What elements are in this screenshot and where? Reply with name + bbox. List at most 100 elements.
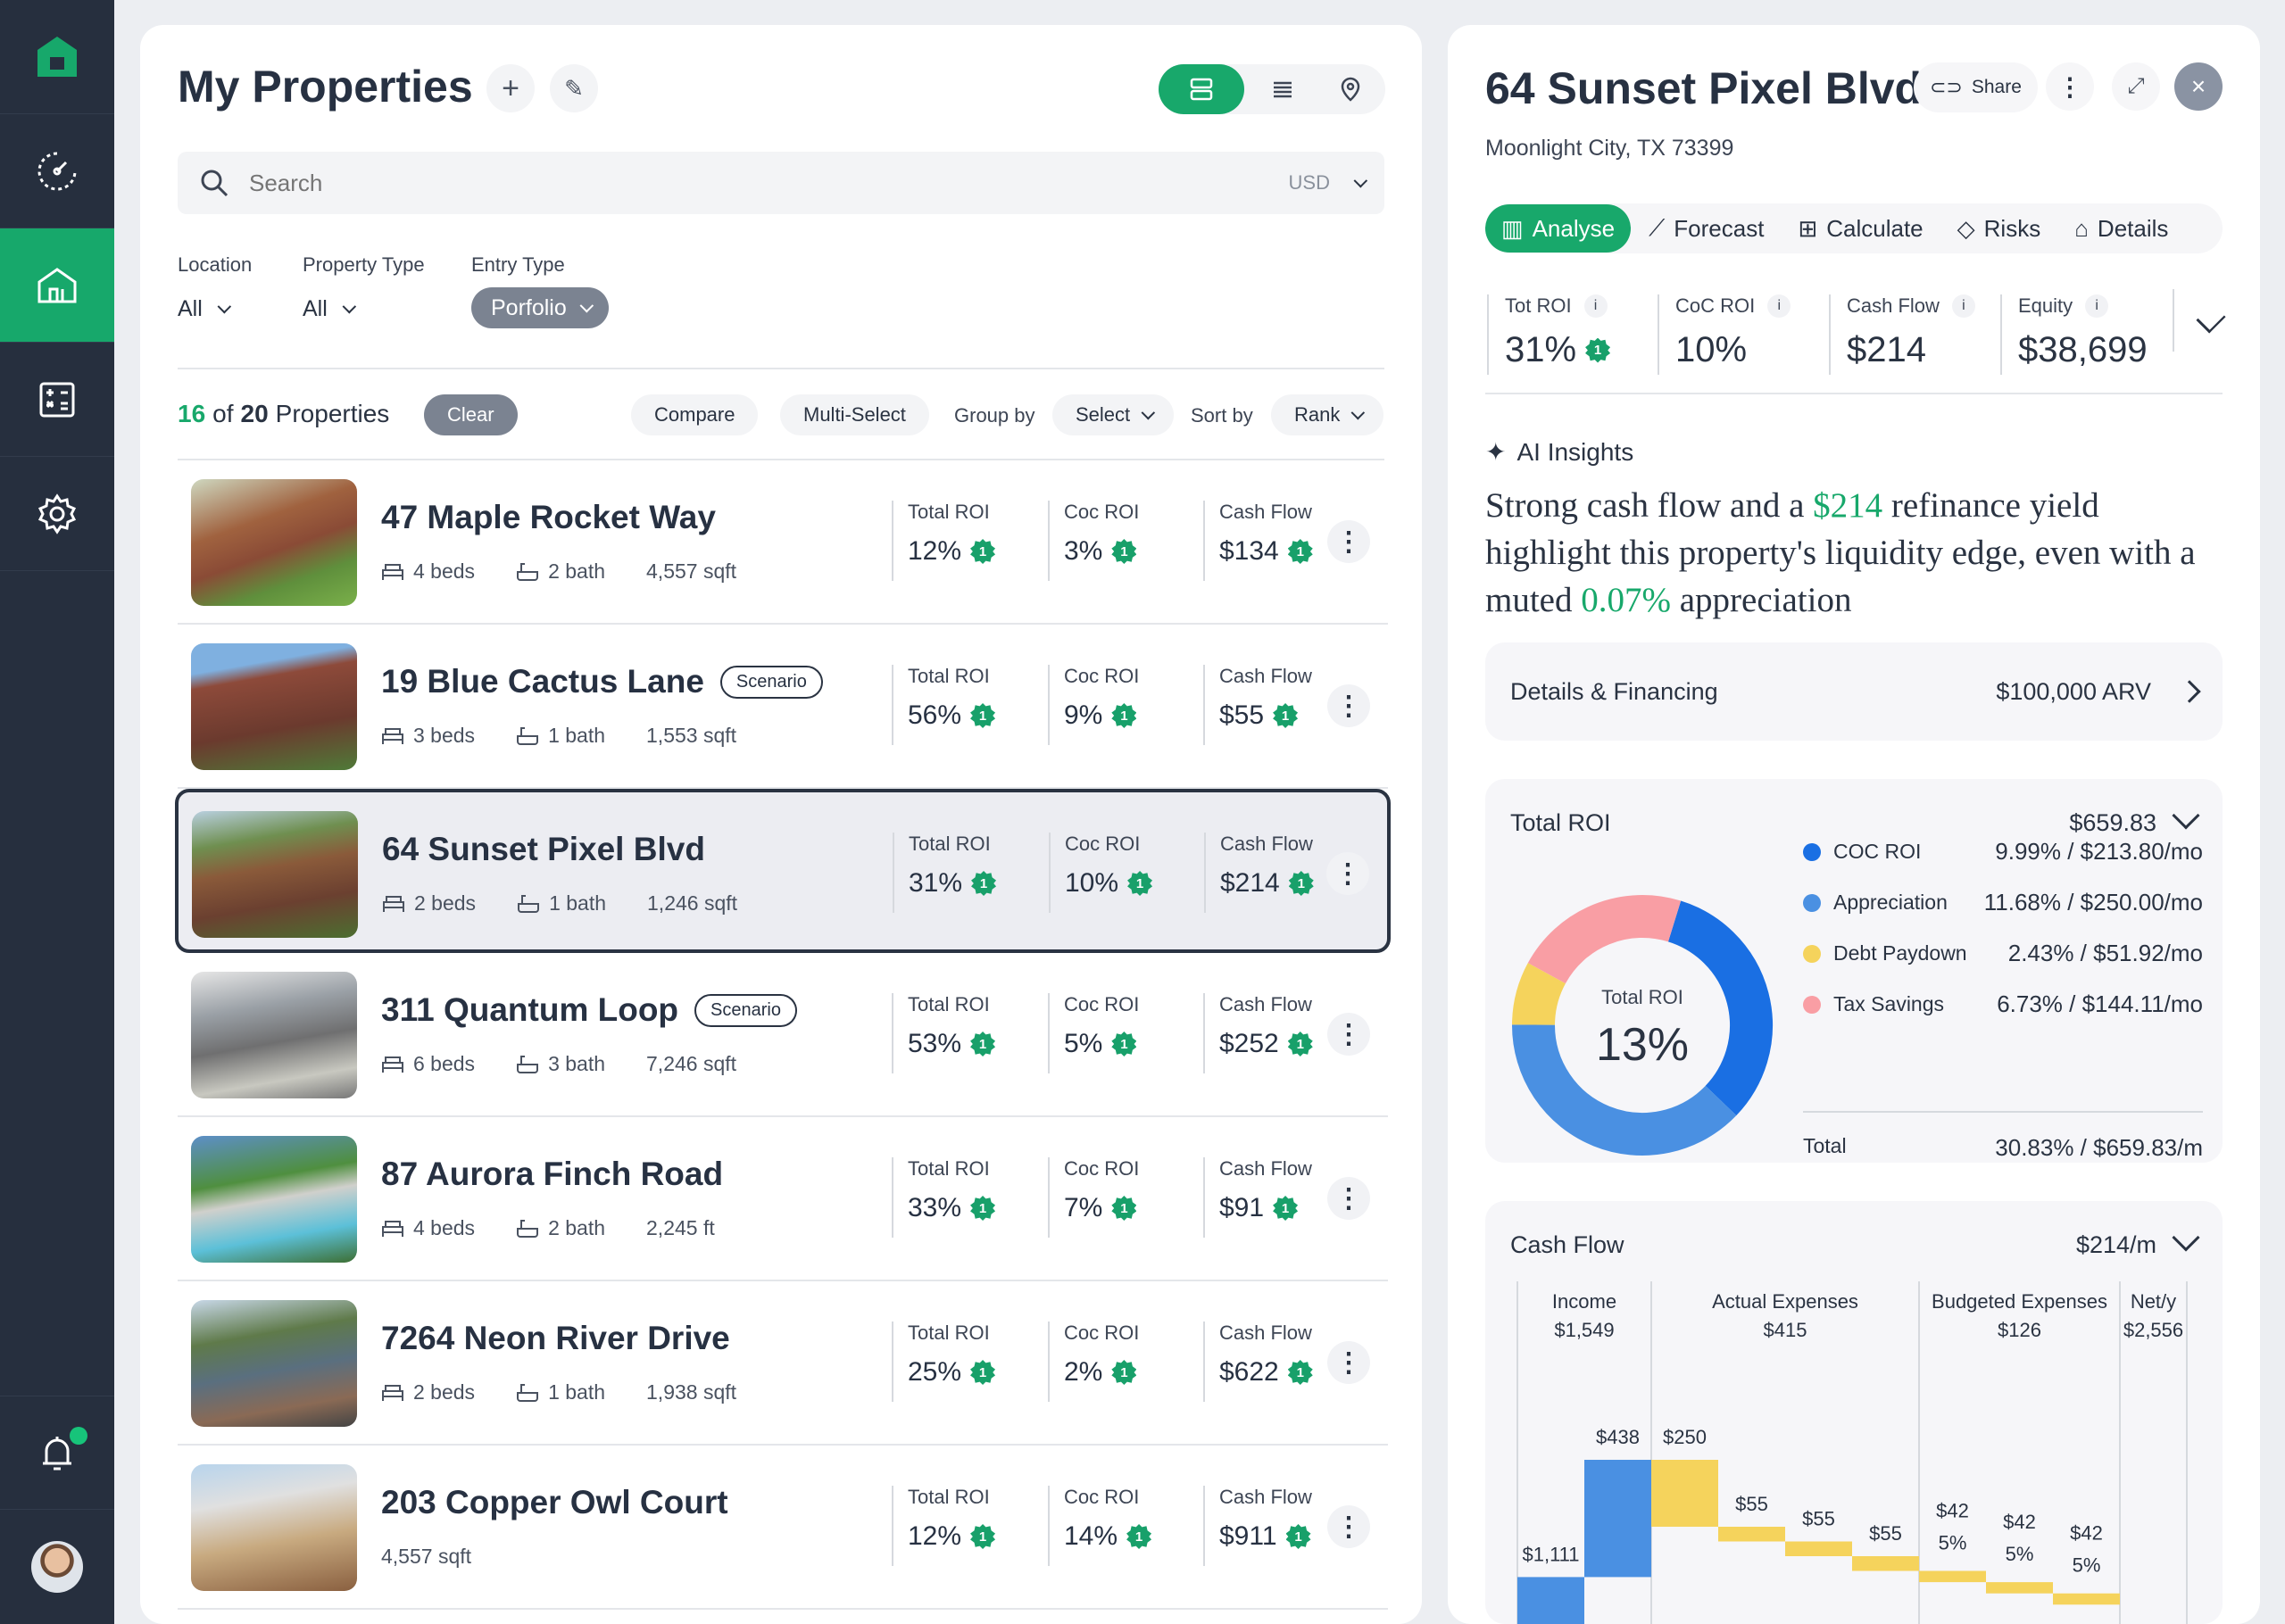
group-label: Net/y xyxy=(2131,1290,2176,1313)
edit-button[interactable]: ✎ xyxy=(550,64,598,112)
more-options-button[interactable]: ⋮ xyxy=(1327,1505,1370,1548)
speedometer-icon xyxy=(37,152,77,190)
legend-value: 2.43% / $51.92/mo xyxy=(2007,940,2203,966)
metrics-expand-chevron-icon[interactable] xyxy=(2196,303,2226,334)
stat-label: Cash Flow xyxy=(1219,501,1312,523)
user-avatar[interactable] xyxy=(0,1510,114,1624)
stat-value: 5% xyxy=(1064,1029,1103,1058)
property-card[interactable]: 311 Quantum Loop Scenario 6 beds 3 bath 7… xyxy=(178,953,1388,1117)
property-name: 47 Maple Rocket Way xyxy=(381,499,716,535)
currency-select[interactable]: USD xyxy=(1289,171,1368,195)
waterfall-bar xyxy=(1785,1541,1852,1556)
more-options-button[interactable]: ⋮ xyxy=(1327,1177,1370,1220)
compare-button[interactable]: Compare xyxy=(631,394,759,435)
notifications-button[interactable] xyxy=(0,1396,114,1510)
stat-label: Total ROI xyxy=(908,665,990,687)
waterfall-bar xyxy=(2053,1593,2120,1605)
beds-info: 2 beds xyxy=(381,1380,475,1404)
tab-analyse[interactable]: ▥ Analyse xyxy=(1485,204,1632,253)
home-icon: ⌂ xyxy=(2074,214,2089,242)
calculator-icon: ⊞ xyxy=(1798,214,1818,242)
filter-entry-type[interactable]: Entry Type Porfolio xyxy=(471,253,609,328)
bar-value-label: $42 xyxy=(1936,1500,1969,1522)
chevron-down-icon[interactable] xyxy=(2172,801,2200,830)
tab-details[interactable]: ⌂ Details xyxy=(2058,204,2184,253)
app-logo[interactable] xyxy=(0,0,114,114)
property-name: 19 Blue Cactus Lane xyxy=(381,663,704,700)
map-view-button[interactable] xyxy=(1321,64,1380,114)
property-card[interactable]: 19 Blue Cactus Lane Scenario 3 beds 1 bat… xyxy=(178,625,1388,789)
sidebar-item-settings[interactable] xyxy=(0,457,114,571)
more-options-button[interactable]: ⋮ xyxy=(1327,1013,1370,1056)
info-icon[interactable]: i xyxy=(2085,294,2109,318)
baths: 1 bath xyxy=(548,1380,606,1404)
group-by-value: Select xyxy=(1076,403,1131,426)
share-label: Share xyxy=(1971,77,2022,97)
stat-value: $911 xyxy=(1219,1521,1277,1551)
multi-select-button[interactable]: Multi-Select xyxy=(780,394,929,435)
rank-badge-icon: 1 xyxy=(1287,1360,1313,1385)
stat-value: $55 xyxy=(1219,700,1265,730)
bath-icon xyxy=(518,894,540,913)
sidebar-item-properties[interactable] xyxy=(0,228,114,343)
donut-center-label: Total ROI xyxy=(1601,986,1683,1008)
more-options-button[interactable]: ⋮ xyxy=(2046,62,2094,111)
more-options-button[interactable]: ⋮ xyxy=(1327,684,1370,727)
group-label: Budgeted Expenses xyxy=(1932,1290,2107,1313)
info-icon[interactable]: i xyxy=(1951,294,1975,318)
info-icon[interactable]: i xyxy=(1583,294,1608,318)
total-roi-donut xyxy=(1512,895,1773,1156)
bar-pct-label: 5% xyxy=(2073,1554,2101,1577)
insight-highlight: 0.07% xyxy=(1581,581,1671,619)
clear-button[interactable]: Clear xyxy=(424,394,518,435)
property-card[interactable]: 64 Sunset Pixel Blvd 2 beds 1 bath 1,246… xyxy=(175,789,1391,953)
stat-value: 7% xyxy=(1064,1193,1103,1222)
baths: 3 bath xyxy=(548,1052,606,1075)
property-card[interactable]: 87 Aurora Finch Road 4 beds 2 bath 2,245… xyxy=(178,1117,1388,1281)
search-icon xyxy=(201,170,228,197)
tab-forecast[interactable]: ⟋ Forecast xyxy=(1633,204,1780,253)
detail-address: Moonlight City, TX 73399 xyxy=(1485,136,1734,161)
property-photo xyxy=(192,811,358,938)
search-bar[interactable]: USD xyxy=(178,152,1384,214)
filter-location[interactable]: Location All xyxy=(178,253,252,322)
details-financing-row[interactable]: Details & Financing $100,000 ARV xyxy=(1485,642,2223,741)
sort-by-select[interactable]: Rank xyxy=(1271,394,1384,435)
info-icon[interactable]: i xyxy=(1767,294,1791,318)
more-options-button[interactable]: ⋮ xyxy=(1327,520,1370,563)
sqft: 1,938 sqft xyxy=(646,1380,737,1404)
property-card[interactable]: 203 Copper Owl Court 4,557 sqft Total RO… xyxy=(178,1446,1388,1610)
bell-icon xyxy=(43,1437,71,1471)
card-value: $214/m xyxy=(2075,1231,2156,1258)
group-by-select[interactable]: Select xyxy=(1052,394,1175,435)
property-card[interactable]: 47 Maple Rocket Way 4 beds 2 bath 4,557 … xyxy=(178,460,1388,625)
bar-value-label: $250 xyxy=(1663,1426,1707,1448)
properties-panel: My Properties + ✎ USD Location All Prope… xyxy=(140,25,1422,1624)
list-view-button[interactable] xyxy=(1253,64,1312,114)
legend-dot xyxy=(1803,944,1821,963)
close-button[interactable]: × xyxy=(2174,62,2223,111)
tab-calculate[interactable]: ⊞ Calculate xyxy=(1782,204,1939,253)
property-card[interactable]: 7264 Neon River Drive 2 beds 1 bath 1,93… xyxy=(178,1281,1388,1446)
more-options-button[interactable]: ⋮ xyxy=(1326,852,1369,895)
legend-label: Debt Paydown xyxy=(1833,941,1967,965)
donut-slice-coc-roi xyxy=(1667,900,1773,1116)
share-button[interactable]: ⊂⊃ Share xyxy=(1914,62,2038,112)
more-options-button[interactable]: ⋮ xyxy=(1327,1341,1370,1384)
bed-icon xyxy=(382,1220,403,1237)
card-view-button[interactable] xyxy=(1159,64,1244,114)
metric-label: Equity xyxy=(2018,294,2073,317)
sidebar-item-calculator[interactable] xyxy=(0,343,114,457)
filter-property-type[interactable]: Property Type All xyxy=(303,253,425,322)
chevron-down-icon[interactable] xyxy=(2172,1223,2200,1252)
expand-button[interactable]: ⤢ xyxy=(2112,62,2160,111)
stat-label: Coc ROI xyxy=(1064,1486,1140,1508)
sidebar-item-dashboard[interactable] xyxy=(0,114,114,228)
tab-risks[interactable]: ◇ Risks xyxy=(1941,204,2057,253)
coc-roi-stat: Coc ROI 10% 1 xyxy=(1049,833,1153,913)
rank-badge-icon: 1 xyxy=(970,1360,996,1385)
stat-value: $252 xyxy=(1219,1029,1279,1058)
add-property-button[interactable]: + xyxy=(486,64,535,112)
search-input[interactable] xyxy=(249,169,1289,197)
beds: 4 beds xyxy=(413,559,476,583)
